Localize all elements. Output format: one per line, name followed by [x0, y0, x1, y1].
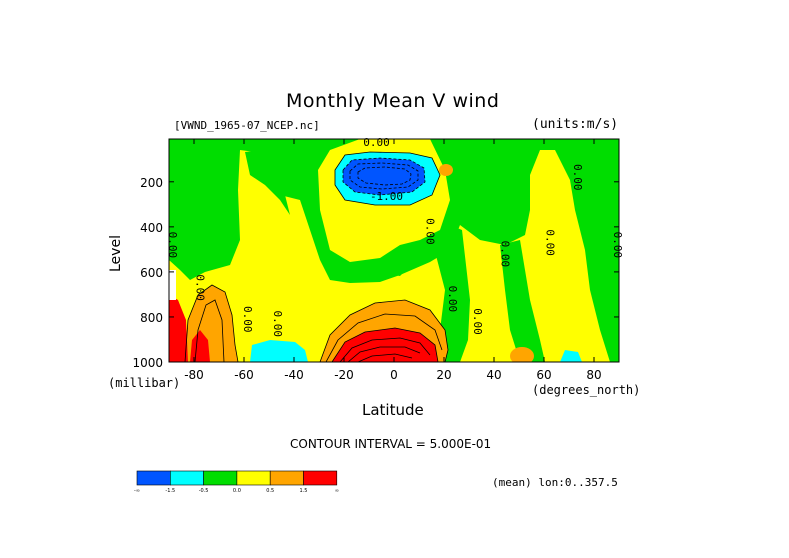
contour-interval-label: CONTOUR INTERVAL = 5.000E-01 — [290, 437, 492, 451]
colorbar-label: -0.5 — [199, 488, 209, 494]
region-negative-weak-4 — [500, 240, 545, 362]
contour-label: -1.00 — [370, 190, 403, 203]
contour-label: 0.00 — [166, 232, 179, 259]
file-label: [VWND_1965-07_NCEP.nc] — [174, 119, 320, 132]
region-positive-strong-polar — [169, 295, 188, 362]
colorbar-swatch — [303, 470, 338, 486]
region-negative-weak-2 — [245, 150, 290, 215]
region-missing — [169, 270, 176, 300]
contour-label: 0.00 — [544, 229, 557, 256]
contour-label: 0.00 — [424, 218, 437, 245]
x-tick-label: -20 — [334, 368, 354, 382]
x-axis-units: (degrees_north) — [532, 383, 641, 397]
chart-title: Monthly Mean V wind — [286, 90, 500, 112]
x-tick-label: -80 — [184, 368, 204, 382]
contour-plot-area — [169, 139, 619, 362]
y-tick-label: 200 — [140, 176, 163, 190]
colorbar-swatch — [203, 470, 238, 486]
colorbar-label: -1.5 — [165, 488, 175, 494]
contour-label: 0.00 — [611, 232, 624, 259]
y-tick-label: 800 — [140, 311, 163, 325]
x-tick-label: 80 — [586, 368, 601, 382]
contour-label: 0.00 — [446, 286, 459, 313]
colorbar-swatch — [236, 470, 271, 486]
contour-label: 0.00 — [471, 308, 484, 335]
contour-lines-negative — [342, 157, 426, 196]
colorbar-label: ∞ — [335, 488, 339, 494]
mean-label: (mean) lon:0..357.5 — [492, 476, 618, 489]
x-tick-label: 60 — [536, 368, 551, 382]
units-label: (units:m/s) — [532, 117, 619, 132]
region-negative-moderate-south — [250, 340, 308, 362]
contour-labels: 0.00 -1.00 0.00 0.00 0.00 0.00 0.00 0.00 0.00 0.0… — [166, 136, 624, 337]
region-positive-strong-south — [190, 330, 210, 362]
contour-label: 0.00 — [194, 274, 207, 301]
colorbar: -∞ -1.5 -0.5 0.0 0.5 1.5 ∞ — [134, 470, 339, 494]
x-axis-label: Latitude — [362, 401, 424, 419]
y-tick-label: 600 — [140, 266, 163, 280]
x-axis: -80 -60 -40 -20 0 20 40 60 80 — [184, 139, 602, 382]
x-tick-label: 20 — [436, 368, 451, 382]
contour-label: 0.00 — [241, 306, 254, 333]
contour-label: 0.00 — [499, 241, 512, 268]
contour-label: 0.00 — [363, 136, 390, 149]
y-axis: 1000 800 600 400 200 — [132, 176, 619, 370]
x-tick-label: -60 — [234, 368, 254, 382]
region-positive-spot-1 — [439, 164, 453, 176]
y-tick-label: 1000 — [132, 356, 163, 370]
colorbar-swatch — [136, 470, 171, 486]
x-tick-label: -40 — [284, 368, 304, 382]
colorbar-label: 0.0 — [233, 488, 241, 494]
region-positive-spot-2 — [510, 347, 534, 362]
colorbar-label: 0.5 — [266, 488, 274, 494]
x-tick-label: 0 — [390, 368, 398, 382]
colorbar-label: -∞ — [134, 488, 140, 494]
y-tick-label: 400 — [140, 221, 163, 235]
colorbar-swatch — [170, 470, 204, 486]
contour-label: 0.00 — [571, 164, 584, 191]
x-tick-label: 40 — [486, 368, 501, 382]
region-negative-strong-upper — [343, 158, 425, 195]
contour-label: 0.00 — [271, 310, 284, 337]
region-negative-moderate-north — [560, 350, 582, 362]
contour-lines — [184, 151, 449, 362]
colorbar-swatch — [269, 470, 304, 486]
y-axis-units: (millibar) — [108, 376, 181, 390]
region-negative-weak-5 — [385, 258, 408, 276]
colorbar-label: 1.5 — [300, 488, 308, 494]
